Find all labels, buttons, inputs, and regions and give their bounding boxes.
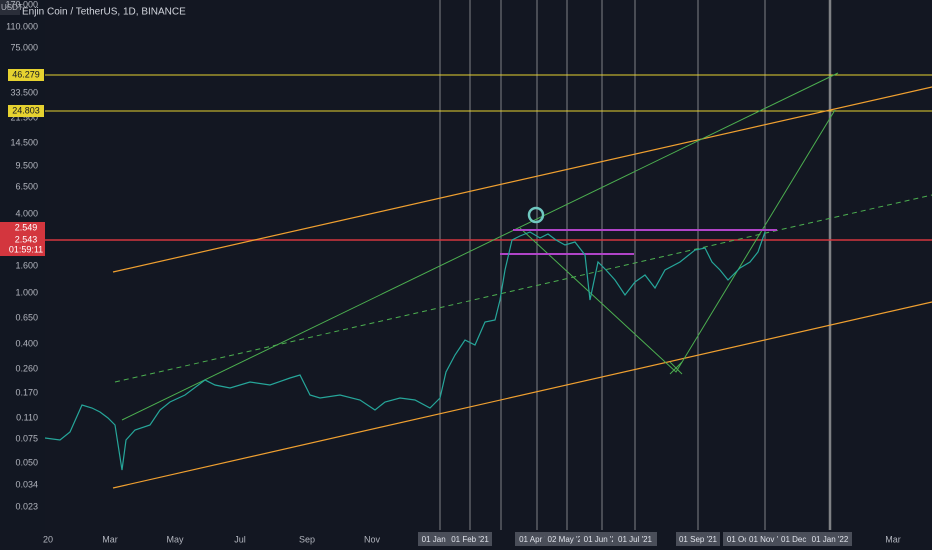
price-label: 21.500 bbox=[10, 112, 38, 122]
price-label: 0.170 bbox=[15, 387, 38, 397]
price-axis bbox=[0, 0, 45, 530]
chart-title: Enjin Coin / TetherUS, 1D, BINANCE bbox=[22, 7, 186, 18]
time-label: 01 Jan '22 bbox=[812, 535, 849, 544]
price-label: 1.600 bbox=[15, 260, 38, 270]
price-label: 9.500 bbox=[15, 160, 38, 170]
price-badge-text: 01:59:11 bbox=[9, 244, 43, 254]
price-badge bbox=[8, 69, 44, 81]
currency: USDT bbox=[1, 3, 23, 12]
time-badge bbox=[613, 532, 657, 546]
price-label: 0.650 bbox=[15, 312, 38, 322]
price-label: 0.110 bbox=[16, 412, 38, 422]
time-label: Mar bbox=[102, 534, 118, 544]
time-label: 02 May '21 bbox=[548, 535, 587, 544]
price-badge-text: 24.803 bbox=[12, 105, 40, 115]
time-label: 01 Jan '21 bbox=[422, 535, 459, 544]
price-label: 6.500 bbox=[15, 181, 38, 191]
price-label: 0.400 bbox=[15, 338, 38, 348]
price-label: 110.000 bbox=[6, 21, 38, 31]
price-label: 4.000 bbox=[15, 208, 38, 218]
price-label: 170.000 bbox=[5, 0, 38, 9]
time-label: May bbox=[166, 534, 184, 544]
currency-box bbox=[0, 0, 20, 15]
time-label: Mar bbox=[885, 534, 901, 544]
time-badge bbox=[676, 532, 720, 546]
labels: Enjin Coin / TetherUS, 1D, BINANCEUSDT17… bbox=[0, 0, 901, 546]
price-label: 0.260 bbox=[15, 363, 38, 373]
time-label: 01 Dec '21 bbox=[781, 535, 820, 544]
price-series bbox=[44, 231, 766, 471]
time-badge bbox=[448, 532, 492, 546]
time-label: 01 Oct '21 bbox=[727, 535, 764, 544]
price-label: 0.023 bbox=[15, 501, 38, 511]
price-badge bbox=[8, 105, 44, 117]
price-label: 0.034 bbox=[15, 479, 38, 489]
price-label: 14.500 bbox=[10, 137, 38, 147]
time-badge bbox=[545, 532, 589, 546]
price-badge-text: 46.279 bbox=[12, 69, 40, 79]
time-label: 01 Sep '21 bbox=[679, 535, 718, 544]
time-label: Nov bbox=[364, 534, 381, 544]
price-badge-text: 2.549 bbox=[15, 222, 38, 232]
price-label: 75.000 bbox=[10, 42, 38, 52]
trend-lines bbox=[114, 72, 932, 421]
time-label: 01 Nov '21 bbox=[749, 535, 788, 544]
time-label: 01 Apr '21 bbox=[519, 535, 555, 544]
price-label: 0.075 bbox=[15, 433, 38, 443]
time-label: 20 bbox=[43, 534, 53, 544]
time-label: Jul bbox=[234, 534, 246, 544]
channel bbox=[112, 86, 932, 489]
marker-icon bbox=[527, 206, 545, 224]
price-label: 33.500 bbox=[10, 87, 38, 97]
time-badge bbox=[808, 532, 852, 546]
range-boxes bbox=[500, 229, 777, 255]
price-label: 0.050 bbox=[15, 457, 38, 467]
time-label: Sep bbox=[299, 534, 315, 544]
price-badge bbox=[0, 222, 45, 256]
time-label: 01 Jun '21 bbox=[584, 535, 621, 544]
time-label: 01 Jul '21 bbox=[618, 535, 653, 544]
price-label: 1.000 bbox=[15, 287, 38, 297]
price-badge-text: 2.543 bbox=[15, 234, 38, 244]
time-label: 01 Feb '21 bbox=[451, 535, 489, 544]
vertical-markers bbox=[439, 0, 832, 530]
